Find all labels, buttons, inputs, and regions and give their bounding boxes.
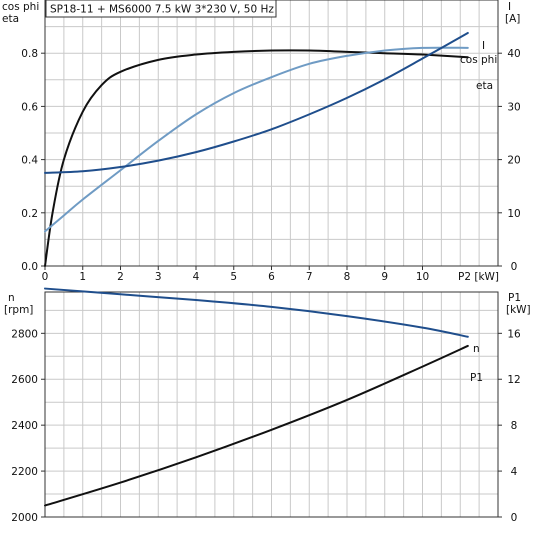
x-tick-label: 9 — [381, 271, 388, 283]
left-tick-label: 2400 — [11, 420, 38, 432]
x-tick-label: 6 — [268, 271, 275, 283]
top-right-axis-label-line2: [A] — [505, 13, 520, 25]
bottom-right-axis-label-line1: P1 — [508, 292, 521, 304]
series-line-p1 — [44, 344, 469, 507]
x-tick-label: 1 — [79, 271, 86, 283]
top-right-axis-label-line1: I — [508, 1, 511, 13]
right-tick-label: 10 — [507, 208, 520, 220]
bottom-left-axis-label-line2: [rpm] — [4, 304, 33, 316]
x-tick-label: 7 — [306, 271, 313, 283]
x-tick-label: 4 — [193, 271, 200, 283]
right-tick-label: 0 — [511, 512, 518, 524]
bottom-left-axis-label-line1: n — [8, 292, 15, 304]
series-label-p1: P1 — [470, 372, 483, 384]
plot-frame — [44, 291, 499, 518]
title-box — [45, 0, 277, 18]
frame-layer — [41, 0, 502, 518]
right-tick-label: 12 — [507, 374, 520, 386]
left-tick-label: 0.8 — [21, 48, 38, 60]
series-line-i — [44, 31, 469, 174]
left-tick-label: 0.0 — [21, 261, 38, 273]
series-label-n: n — [473, 343, 480, 355]
x-tick-label: 8 — [344, 271, 351, 283]
left-tick-label: 2000 — [11, 512, 38, 524]
series-label-eta: eta — [476, 80, 493, 92]
x-tick-label: 3 — [155, 271, 162, 283]
top-left-axis-label-line2: eta — [2, 13, 19, 25]
series-label-i: I — [482, 40, 485, 52]
series-label-cos-phi: cos phi — [460, 54, 497, 66]
left-tick-label: 2800 — [11, 328, 38, 340]
top-x-axis-label: P2 [kW] — [458, 271, 499, 283]
right-tick-label: 40 — [507, 48, 520, 60]
right-tick-label: 20 — [507, 155, 520, 167]
right-tick-label: 4 — [511, 466, 518, 478]
series-line-n — [44, 287, 469, 338]
series-layer — [44, 31, 469, 507]
right-tick-label: 8 — [511, 420, 518, 432]
x-tick-label: 10 — [416, 271, 429, 283]
left-tick-label: 0.6 — [21, 101, 38, 113]
right-tick-label: 30 — [507, 101, 520, 113]
bottom-right-axis-label-line2: [kW] — [506, 304, 531, 316]
left-tick-label: 0.2 — [21, 208, 38, 220]
grid-layer — [45, 0, 498, 517]
left-tick-label: 2600 — [11, 374, 38, 386]
x-tick-label: 0 — [42, 271, 49, 283]
left-tick-label: 0.4 — [21, 155, 38, 167]
chart-title: SP18-11 + MS6000 7.5 kW 3*230 V, 50 Hz — [50, 4, 274, 16]
top-left-axis-label-line1: cos phi — [2, 1, 39, 13]
x-tick-label: 2 — [117, 271, 124, 283]
right-tick-label: 16 — [507, 328, 521, 340]
x-tick-label: 5 — [230, 271, 237, 283]
right-tick-label: 0 — [511, 261, 518, 273]
left-tick-label: 2200 — [11, 466, 38, 478]
series-line-cos-phi — [44, 46, 469, 233]
